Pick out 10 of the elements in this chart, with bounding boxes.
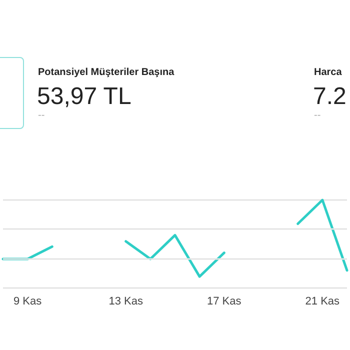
- text: --: [314, 110, 321, 121]
- chart-title: Potansiyel Müşteriler Başına: [38, 67, 174, 78]
- x-tick-label: 21 Kas: [305, 296, 340, 308]
- text: --: [38, 110, 45, 121]
- x-tick-label: 13 Kas: [108, 296, 144, 308]
- x-tick-label: 9 Kas: [14, 296, 42, 308]
- x-tick-label: 17 Kas: [207, 296, 242, 308]
- text: Harca: [314, 67, 342, 78]
- text: 7.2: [313, 83, 346, 111]
- chart-subtitle: 53,97 TL: [37, 83, 132, 111]
